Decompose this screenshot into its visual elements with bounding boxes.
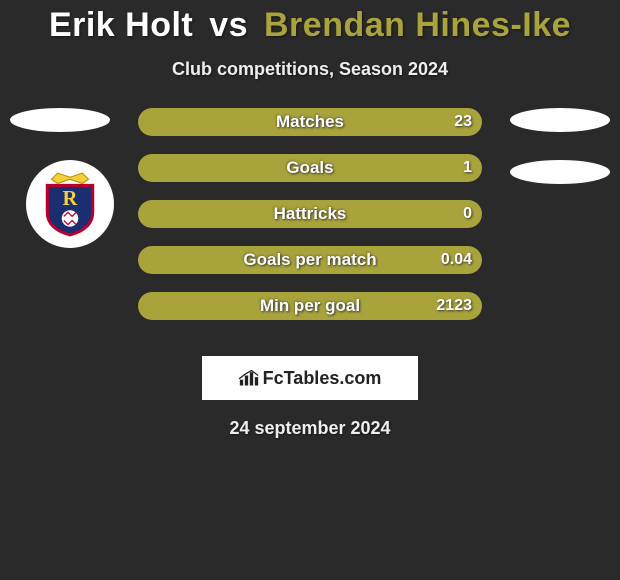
stat-row: Goals per match0.04 [138,246,482,274]
player1-team-badge: R [26,160,114,248]
stat-label: Min per goal [138,292,482,320]
svg-text:R: R [63,188,79,210]
player1-name: Erik Holt [49,6,193,44]
chart-area: R Matches23 Goals1 Hattricks0 Goals per mat… [0,108,620,348]
stat-label: Goals [138,154,482,182]
stat-label: Matches [138,108,482,136]
stat-value: 23 [454,108,472,136]
real-salt-lake-crest-icon: R [37,171,103,237]
player2-placeholder-ellipse-1 [510,108,610,132]
comparison-infographic: Erik Holt vs Brendan Hines-Ike Club comp… [0,0,620,439]
watermark-brand: FcTables.com [239,368,382,389]
stat-label: Hattricks [138,200,482,228]
stat-bars: Matches23 Goals1 Hattricks0 Goals per match… [138,108,482,338]
subtitle: Club competitions, Season 2024 [0,59,620,80]
watermark-text: FcTables.com [263,368,382,389]
watermark-box: FcTables.com [202,356,418,400]
date-line: 24 september 2024 [0,418,620,439]
stat-row: Hattricks0 [138,200,482,228]
player2-placeholder-ellipse-2 [510,160,610,184]
stat-row: Min per goal2123 [138,292,482,320]
stat-label: Goals per match [138,246,482,274]
bar-chart-icon [239,369,259,387]
stat-value: 0.04 [441,246,472,274]
player1-placeholder-ellipse [10,108,110,132]
page-title: Erik Holt vs Brendan Hines-Ike [0,6,620,45]
stat-value: 0 [463,200,472,228]
player2-name: Brendan Hines-Ike [264,6,571,44]
stat-value: 1 [463,154,472,182]
vs-label: vs [209,6,248,44]
stat-row: Matches23 [138,108,482,136]
stat-row: Goals1 [138,154,482,182]
stat-value: 2123 [436,292,472,320]
